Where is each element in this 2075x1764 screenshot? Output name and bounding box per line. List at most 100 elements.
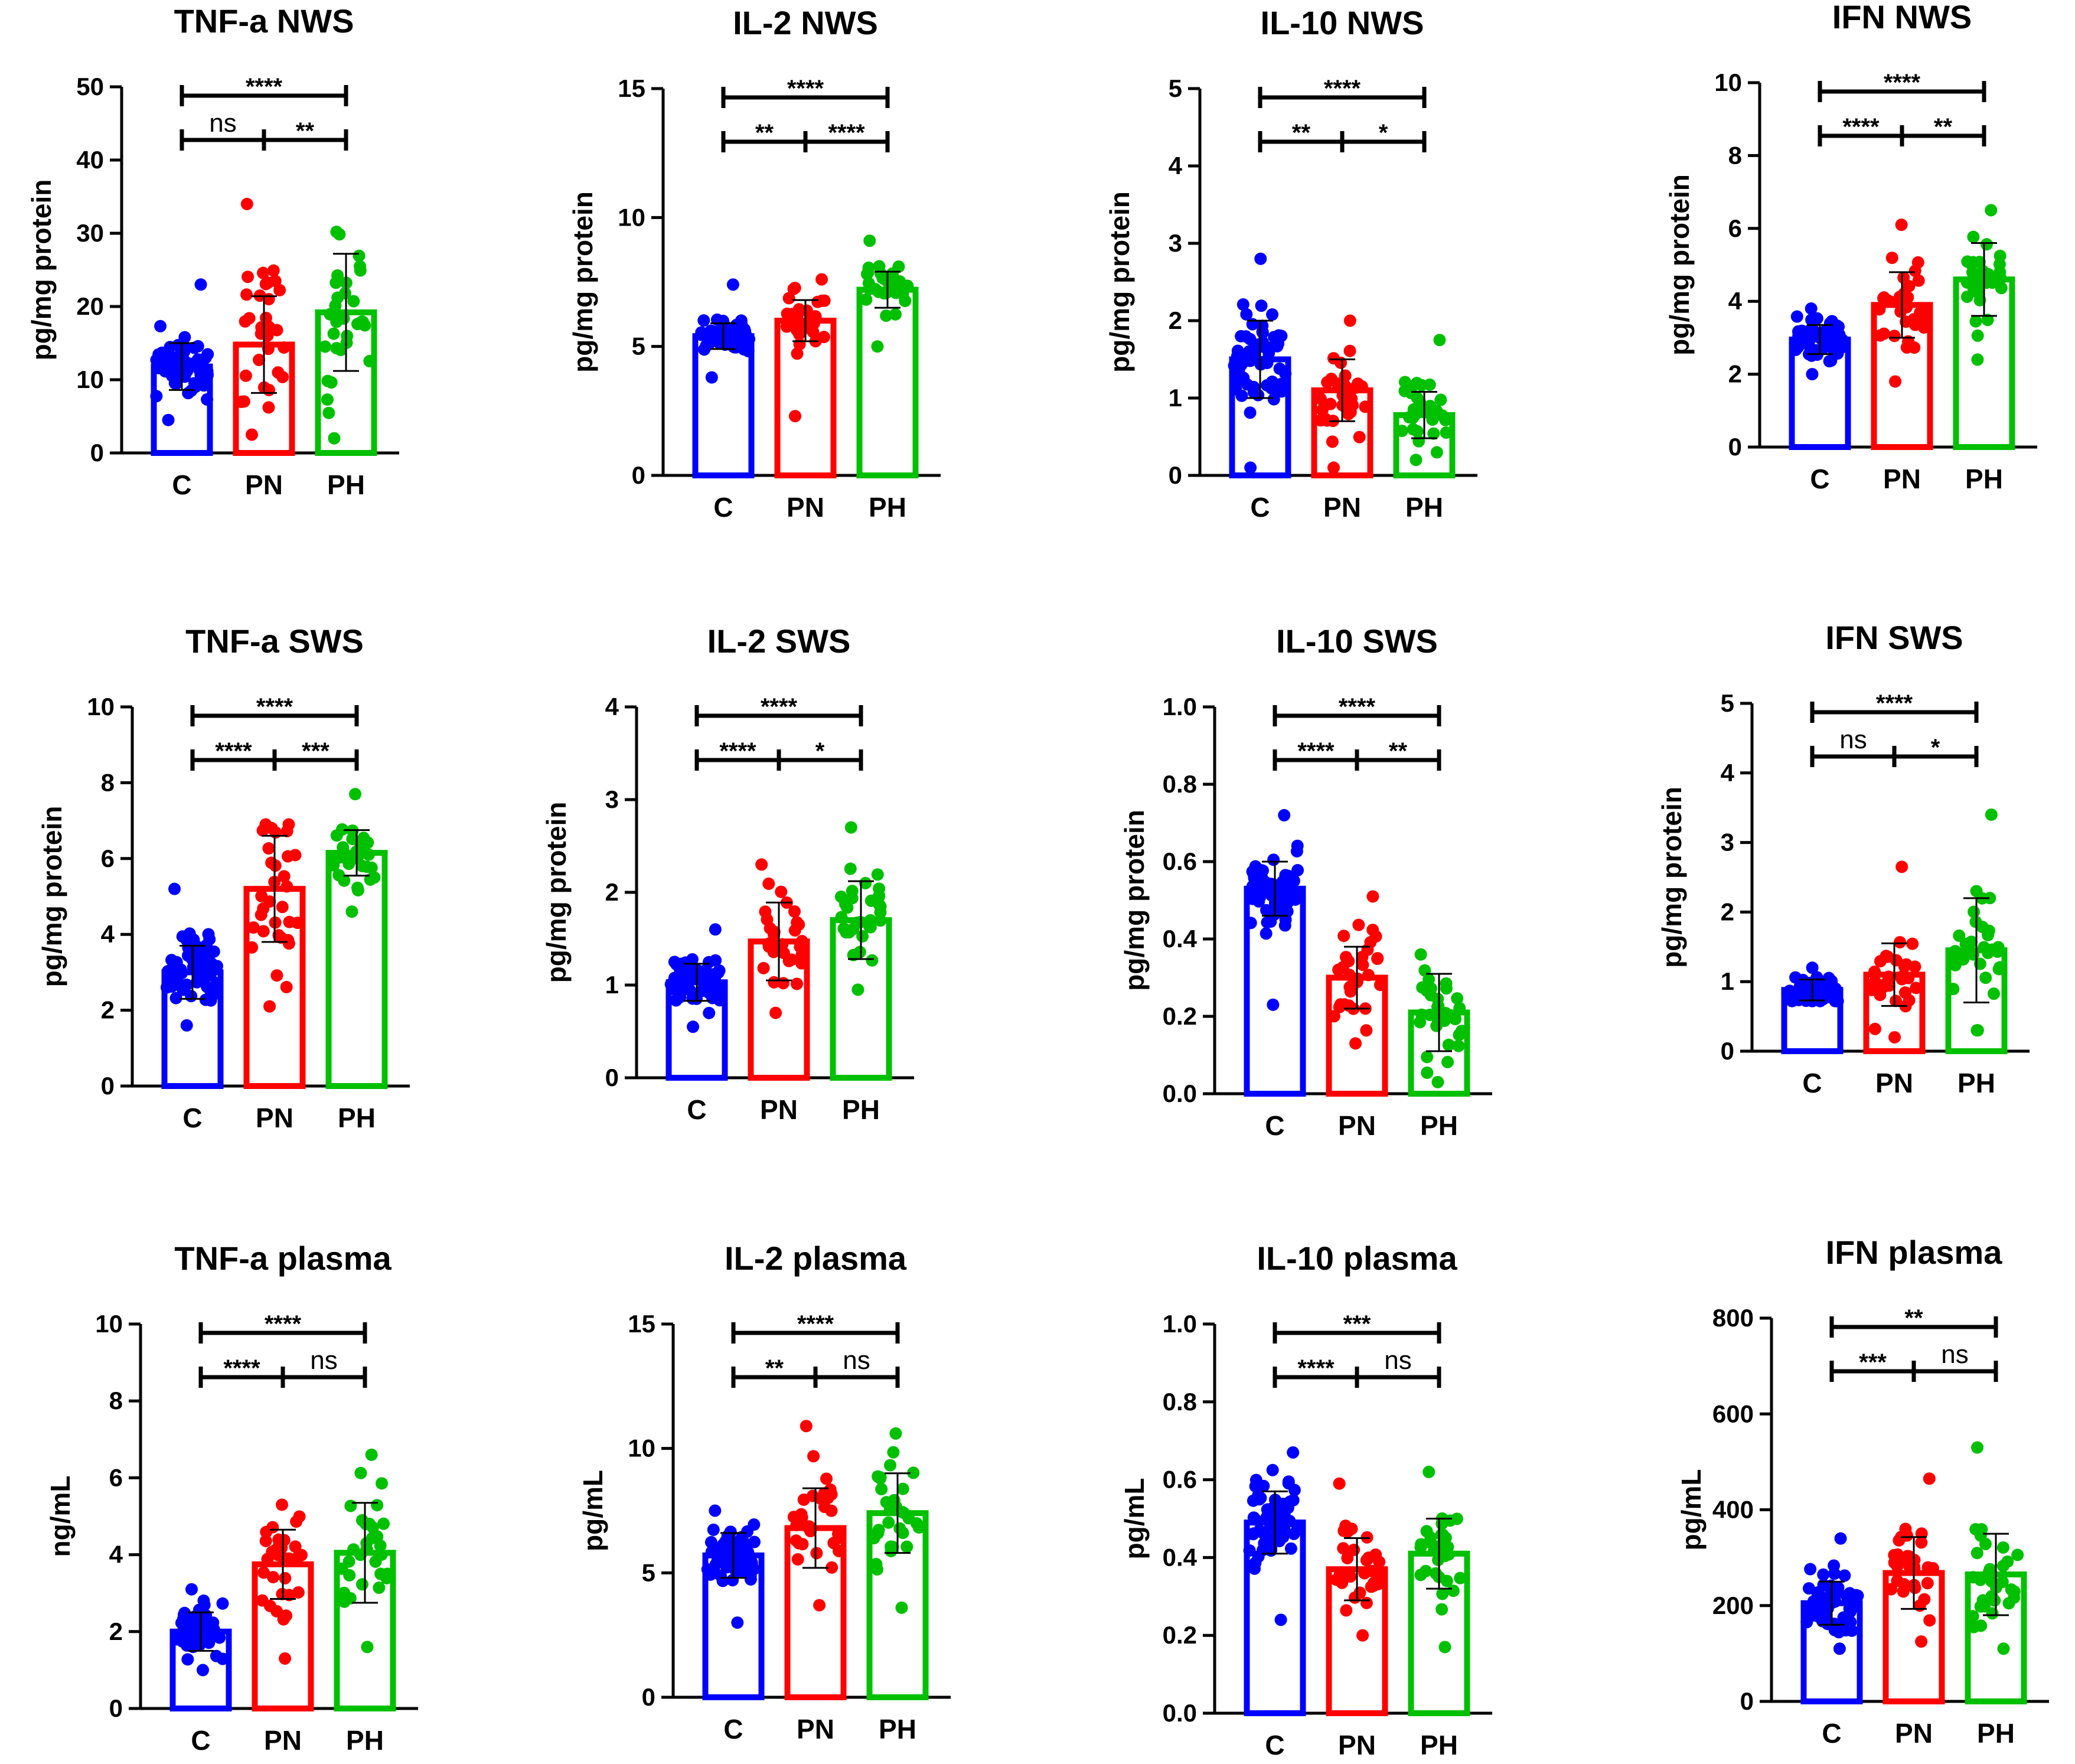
y-tick-label: 4 <box>101 920 115 948</box>
data-point-C <box>703 1006 716 1019</box>
data-point-PN <box>262 343 275 356</box>
data-point-PN <box>259 1534 272 1547</box>
data-point-C <box>1792 331 1805 344</box>
data-point-PH <box>1435 1603 1448 1616</box>
data-point-C <box>194 278 207 291</box>
significance-label: **** <box>246 74 283 100</box>
data-point-C <box>1842 1593 1855 1606</box>
data-point-PN <box>240 197 253 210</box>
data-point-C <box>1267 998 1280 1011</box>
y-axis-label: pg/mL <box>578 1470 608 1551</box>
data-point-PN <box>1337 1542 1350 1555</box>
data-point-PH <box>1976 1594 1989 1607</box>
data-point-PN <box>807 1450 820 1463</box>
data-point-PH <box>893 275 906 288</box>
data-point-PN <box>811 295 824 308</box>
data-point-C <box>169 1633 182 1646</box>
y-tick-label: 0.6 <box>1163 1466 1197 1494</box>
data-point-C <box>1813 1593 1826 1606</box>
data-point-C <box>1844 1616 1857 1629</box>
data-point-PH <box>2001 1555 2014 1568</box>
data-point-PN <box>801 317 814 330</box>
significance-label: **** <box>215 738 252 764</box>
data-point-C <box>1288 1483 1301 1496</box>
chart-title: TNF-a NWS <box>174 2 354 40</box>
data-point-PH <box>1996 1541 2009 1554</box>
data-point-C <box>188 1610 201 1623</box>
data-point-PH <box>1420 406 1433 419</box>
data-point-C <box>1287 1446 1300 1459</box>
data-point-PN <box>257 925 270 938</box>
data-point-PN <box>255 908 267 921</box>
data-point-C <box>1267 393 1280 406</box>
significance-label: ** <box>765 1355 784 1381</box>
data-point-PH <box>1415 1538 1428 1551</box>
data-point-PN <box>278 341 291 354</box>
significance-label: ** <box>1292 120 1311 146</box>
significance-label: ** <box>1934 114 1953 140</box>
data-point-PN <box>1334 998 1347 1011</box>
y-tick-label: 10 <box>1714 69 1742 96</box>
significance-label: *** <box>302 738 329 764</box>
data-point-PH <box>1947 983 1960 996</box>
data-point-PH <box>1407 423 1420 436</box>
x-tick-label: C <box>713 492 733 523</box>
data-point-C <box>196 1664 209 1677</box>
data-point-PH <box>1410 454 1423 467</box>
data-point-C <box>183 927 196 940</box>
y-tick-label: 0.8 <box>1163 1388 1197 1416</box>
data-point-PN <box>1349 1037 1362 1050</box>
data-point-PN <box>253 353 266 366</box>
data-point-PH <box>873 260 886 273</box>
data-point-PN <box>1894 305 1907 318</box>
data-point-PH <box>887 1446 900 1459</box>
data-point-PN <box>1333 1477 1346 1490</box>
significance-label: *** <box>1859 1349 1887 1375</box>
data-point-C <box>1249 1473 1262 1486</box>
x-tick-label: PN <box>1875 1068 1913 1098</box>
data-point-PH <box>335 1562 348 1575</box>
data-point-C <box>1805 314 1818 327</box>
data-point-C <box>150 353 163 366</box>
data-point-PH <box>1407 411 1420 424</box>
data-point-PH <box>1966 1610 1979 1623</box>
data-point-PH <box>1995 282 2008 295</box>
data-point-C <box>707 1523 720 1536</box>
x-tick-label: PN <box>245 469 283 500</box>
data-point-PH <box>1985 204 1998 217</box>
data-point-PH <box>1421 1051 1434 1064</box>
data-point-PN <box>1343 969 1356 982</box>
data-point-PH <box>872 1524 885 1537</box>
data-point-C <box>1249 1513 1262 1526</box>
data-point-C <box>670 984 683 997</box>
data-point-C <box>1244 917 1257 930</box>
data-point-C <box>162 413 175 426</box>
significance-label: **** <box>256 694 293 720</box>
data-point-PN <box>282 937 295 950</box>
data-point-C <box>738 339 751 352</box>
data-point-C <box>1264 342 1277 355</box>
significance-label: **** <box>265 1311 302 1337</box>
data-point-PH <box>1971 1441 1984 1454</box>
data-point-C <box>1247 380 1260 393</box>
data-point-C <box>741 1525 754 1538</box>
y-axis-label: pg/mL <box>1119 1478 1150 1560</box>
y-tick-label: 15 <box>628 1310 655 1338</box>
data-point-PH <box>1414 1016 1427 1029</box>
data-point-PH <box>871 340 884 353</box>
data-point-C <box>1261 1503 1274 1516</box>
significance-label: **** <box>1324 76 1361 102</box>
data-point-PH <box>882 1516 895 1529</box>
data-point-PH <box>1440 426 1453 439</box>
data-point-PH <box>1440 982 1453 995</box>
data-point-PH <box>1993 267 2006 280</box>
y-tick-label: 5 <box>1169 74 1182 102</box>
data-point-PN <box>1917 321 1930 334</box>
data-point-C <box>1261 916 1274 929</box>
data-point-PN <box>1895 219 1908 231</box>
data-point-PH <box>376 1477 389 1490</box>
y-tick-label: 6 <box>101 844 115 872</box>
data-point-PN <box>1865 980 1878 993</box>
